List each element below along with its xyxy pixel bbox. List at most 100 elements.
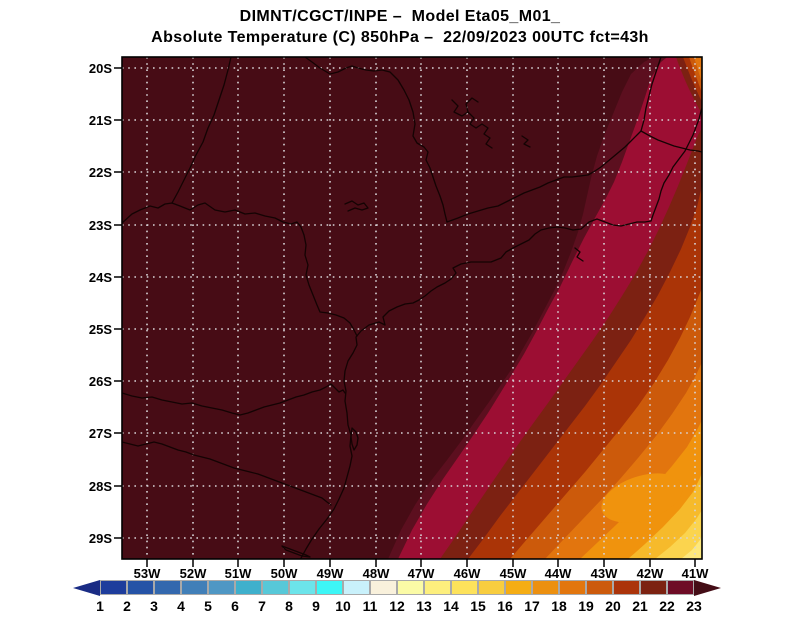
small-lake-2: [344, 200, 369, 212]
lon-label: 44W: [545, 566, 572, 581]
colorbar-cell: [370, 580, 397, 595]
colorbar-cell: [181, 580, 208, 595]
santa-catarina-island: [350, 427, 359, 451]
lon-axis-labels: 53W 52W 51W 50W 49W 48W 47W 46W 45W 44W …: [134, 566, 709, 581]
colorbar-value: 15: [470, 598, 486, 614]
colorbar-value: 14: [443, 598, 459, 614]
lon-label: 45W: [500, 566, 527, 581]
lon-label: 49W: [317, 566, 344, 581]
colorbar-cell: [478, 580, 505, 595]
lat-label: 29S: [89, 531, 112, 546]
border-mg-sp-east: [446, 130, 642, 223]
colorbar-cell: [586, 580, 613, 595]
lon-label: 47W: [408, 566, 435, 581]
colorbar-cell: [532, 580, 559, 595]
colorbar-value: 3: [150, 598, 158, 614]
lat-label: 28S: [89, 479, 112, 494]
colorbar-value: 23: [686, 598, 702, 614]
colorbar-cell: [262, 580, 289, 595]
colorbar-value: 19: [578, 598, 594, 614]
colorbar-cell: [154, 580, 181, 595]
furnas-reservoir: [451, 99, 493, 149]
colorbar-value: 21: [632, 598, 648, 614]
lon-label: 52W: [180, 566, 207, 581]
border-ms-sp: [171, 57, 232, 204]
geography-lines: [122, 57, 702, 559]
lat-label: 20S: [89, 61, 112, 76]
colorbar-value: 11: [362, 598, 378, 614]
lat-label: 24S: [89, 270, 112, 285]
small-lake-1: [521, 135, 531, 148]
colorbar-right-arrow: [694, 580, 721, 596]
lat-axis-labels: 20S 21S 22S 23S 24S 25S 26S 27S 28S 29S: [89, 61, 112, 546]
colorbar-cell: [451, 580, 478, 595]
coastline: [299, 107, 702, 559]
colorbar-cell: [667, 580, 694, 595]
colorbar-value: 8: [285, 598, 293, 614]
border-sc-rs: [122, 441, 332, 506]
colorbar-cell: [208, 580, 235, 595]
lon-label: 48W: [363, 566, 390, 581]
colorbar-value: 13: [416, 598, 432, 614]
border-mg-es: [640, 57, 662, 132]
colorbar-value: 10: [335, 598, 351, 614]
colorbar-cell: [343, 580, 370, 595]
border-rj-es: [640, 130, 702, 153]
lon-label: 53W: [134, 566, 161, 581]
colorbar-value: 5: [204, 598, 212, 614]
colorbar-value: 18: [551, 598, 567, 614]
lat-label: 23S: [89, 218, 112, 233]
lon-label: 43W: [591, 566, 618, 581]
band-pale-yellow: [681, 536, 702, 559]
title-line-2: Absolute Temperature (C) 850hPa – 22/09/…: [151, 29, 649, 46]
title-line-1: DIMNT/CGCT/INPE – Model Eta05_M01_: [239, 8, 561, 25]
border-pr-sc: [122, 383, 346, 416]
lat-label: 26S: [89, 374, 112, 389]
band-yellow: [655, 510, 702, 559]
colorbar-cell: [316, 580, 343, 595]
colorbar-value: 7: [258, 598, 266, 614]
colorbar-value: 4: [177, 598, 185, 614]
colorbar-cell: [424, 580, 451, 595]
colorbar-value: 2: [123, 598, 131, 614]
colorbar-cell: [559, 580, 586, 595]
colorbar-value: 9: [312, 598, 320, 614]
colorbar-value: 17: [524, 598, 540, 614]
colorbar-left-arrow: [73, 580, 100, 596]
lat-label: 25S: [89, 322, 112, 337]
colorbar-cell: [640, 580, 667, 595]
lon-label: 51W: [225, 566, 252, 581]
colorbar-cell: [613, 580, 640, 595]
map-frame: [121, 56, 703, 560]
colorbar-value: 22: [659, 598, 675, 614]
colorbar-value: 20: [605, 598, 621, 614]
colorbar-value: 16: [497, 598, 513, 614]
axis-ticks: [114, 67, 696, 567]
ne-ring-orange: [694, 57, 702, 83]
temp-bands: [122, 57, 702, 559]
colorbar-value: 12: [389, 598, 405, 614]
colorbar-value: 1: [96, 598, 104, 614]
colorbar-cells: [100, 580, 694, 597]
lon-label: 42W: [637, 566, 664, 581]
small-lake-3: [574, 247, 584, 262]
colorbar: [73, 580, 721, 597]
furnas-branch: [465, 97, 479, 113]
lat-label: 22S: [89, 165, 112, 180]
border-mg-sp-north: [304, 57, 448, 223]
colorbar-cell: [235, 580, 262, 595]
colorbar-cell: [289, 580, 316, 595]
lat-label: 21S: [89, 113, 112, 128]
colorbar-cell: [127, 580, 154, 595]
colorbar-cell: [100, 580, 127, 595]
colorbar-labels: 1 2 3 4 5 6 7 8 9 10 11 12 13 14 15 16 17 18 19 20 21 22 23: [73, 598, 721, 616]
colorbar-cell: [397, 580, 424, 595]
coastal-lagoon: [281, 545, 311, 558]
lon-label: 46W: [454, 566, 481, 581]
lat-label: 27S: [89, 426, 112, 441]
colorbar-value: 6: [231, 598, 239, 614]
lon-label: 50W: [271, 566, 298, 581]
lon-label: 41W: [682, 566, 709, 581]
